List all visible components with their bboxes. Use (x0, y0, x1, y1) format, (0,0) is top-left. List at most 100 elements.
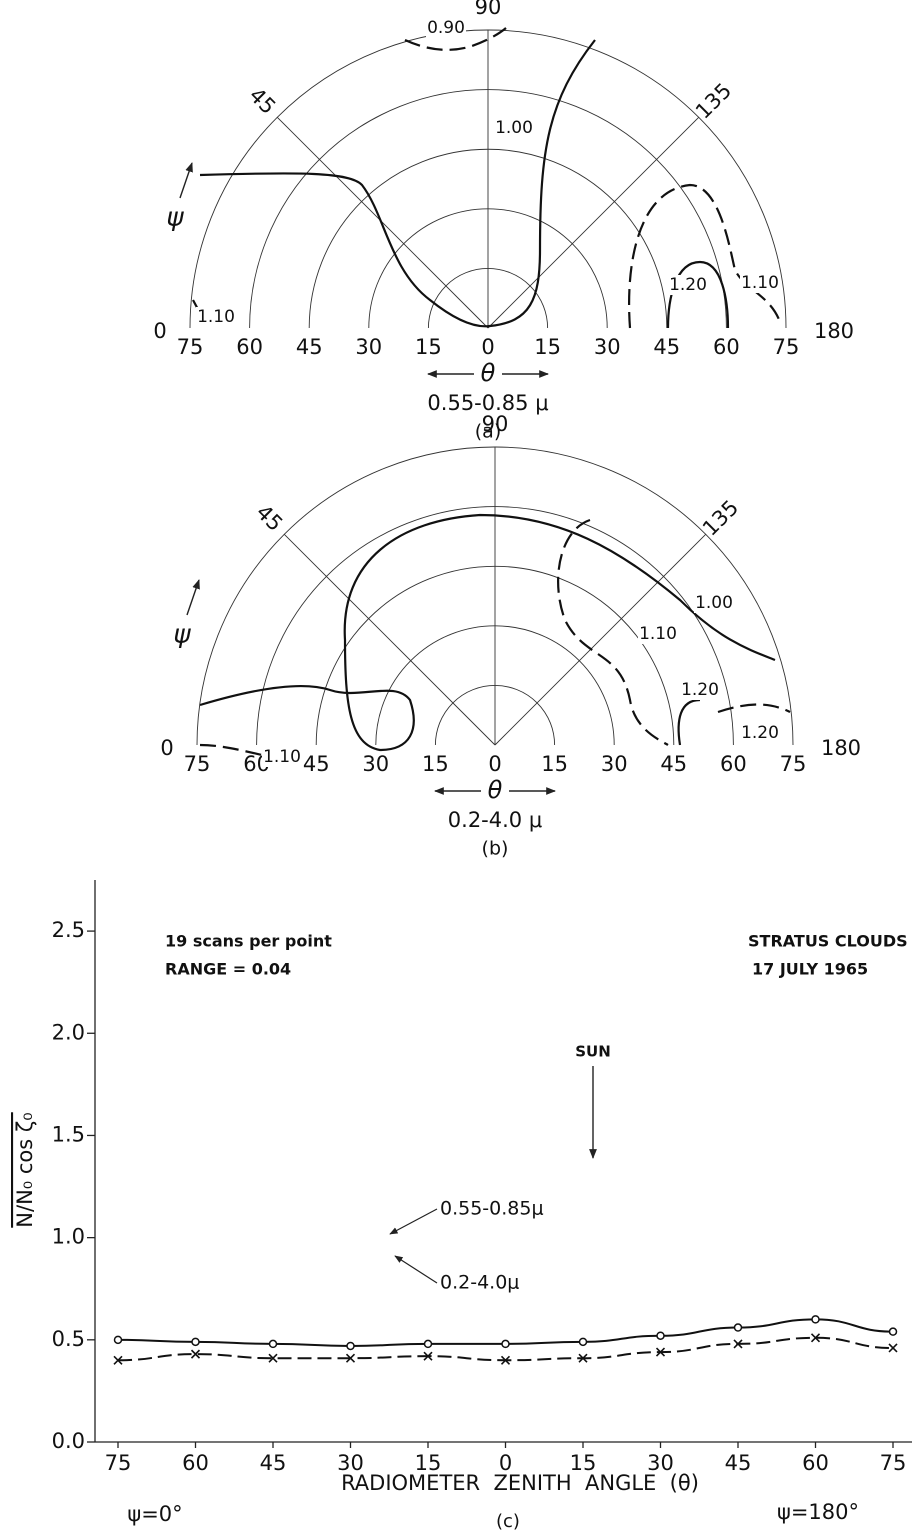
contour (677, 698, 701, 746)
x-tick-label: 45 (725, 1451, 752, 1475)
series-line (117, 1318, 894, 1347)
radial-spoke (283, 533, 496, 746)
marker (733, 1339, 743, 1349)
marker (733, 1323, 743, 1332)
panel-label: (a) (475, 421, 501, 443)
r-tick-label: 0 (481, 335, 494, 359)
angle-tick-label: 0 (153, 319, 166, 343)
marker (113, 1355, 123, 1365)
caption: 0.2-4.0 μ (448, 808, 542, 832)
leader (394, 1255, 438, 1284)
contour (404, 27, 507, 51)
r-tick-label: 45 (303, 752, 330, 776)
contour-label: 1.20 (681, 680, 719, 700)
annotation: 19 scans per point (165, 932, 332, 951)
r-tick-label: 15 (415, 335, 442, 359)
x-tick-label: 30 (337, 1451, 364, 1475)
marker (888, 1343, 898, 1353)
x-tick-label: 75 (105, 1451, 132, 1475)
r-tick-label: 60 (236, 335, 263, 359)
label-bg (262, 747, 302, 767)
marker (423, 1339, 433, 1349)
y-tick-label: 1.0 (52, 1225, 85, 1249)
x-tick-label: 0 (499, 1451, 512, 1475)
marker (190, 1349, 201, 1359)
radial-spoke (494, 533, 707, 746)
contour-label: 1.10 (639, 624, 677, 644)
r-tick-label: 30 (601, 752, 628, 776)
marker (268, 1353, 278, 1363)
contour (717, 703, 791, 714)
label-bg (494, 118, 534, 138)
contour (199, 743, 263, 757)
angle-tick-label: 90 (475, 0, 502, 19)
panel-label: (b) (482, 838, 509, 860)
radial-spoke (276, 116, 489, 329)
marker (191, 1337, 200, 1347)
marker (578, 1337, 588, 1347)
radial-spoke (487, 116, 700, 329)
r-tick-label: 60 (720, 752, 747, 776)
contour-label: 1.10 (197, 307, 235, 327)
y-tick-label: 1.5 (52, 1122, 85, 1146)
legend-label: 0.2-4.0μ (440, 1272, 519, 1294)
contour-label: 1.20 (669, 275, 707, 295)
contour (199, 513, 776, 752)
r-tick-label: 30 (362, 752, 389, 776)
marker (500, 1355, 511, 1365)
r-tick-label: 45 (653, 335, 680, 359)
r-tick-label: 45 (296, 335, 323, 359)
contour (199, 39, 596, 328)
marker (346, 1341, 355, 1351)
x-tick-label: 60 (802, 1451, 829, 1475)
r-tick-label: 75 (177, 335, 204, 359)
angle-tick-label: 0 (160, 736, 173, 760)
marker (423, 1351, 433, 1361)
y-axis-label: N/N₀ cos ζ₀ (13, 1112, 37, 1227)
r-tick-label: 45 (660, 752, 687, 776)
r-tick-label: 15 (541, 752, 568, 776)
contour-label: 1.00 (495, 118, 533, 138)
contour (628, 183, 782, 329)
angle-tick-label: 45 (251, 500, 287, 536)
x-axis-label: RADIOMETER ZENITH ANGLE (θ) (341, 1471, 699, 1495)
radius-label: θ (481, 359, 496, 387)
r-tick-label: 30 (594, 335, 621, 359)
caption: 0.55-0.85 μ (427, 391, 548, 415)
label-bg (740, 273, 780, 293)
marker (113, 1335, 123, 1345)
x-tick-label: 15 (415, 1451, 442, 1475)
angle-tick-label: 180 (814, 319, 854, 343)
label-bg (680, 680, 720, 700)
annotation: ψ=0° (127, 1502, 182, 1526)
radius-label: θ (488, 776, 503, 804)
label-bg (426, 18, 466, 38)
marker (888, 1327, 898, 1336)
r-tick-label: 75 (780, 752, 807, 776)
legend-label: 0.55-0.85μ (440, 1198, 544, 1220)
annotation: STRATUS CLOUDS (748, 932, 908, 951)
annotation: RANGE = 0.04 (165, 960, 291, 979)
x-tick-label: 30 (647, 1451, 674, 1475)
contour (666, 260, 730, 329)
angle-tick-label: 90 (482, 412, 509, 436)
r-tick-label: 15 (422, 752, 449, 776)
x-tick-label: 75 (880, 1451, 907, 1475)
marker (655, 1347, 666, 1357)
y-tick-label: 0.5 (52, 1327, 85, 1351)
r-tick-label: 60 (713, 335, 740, 359)
marker (345, 1353, 356, 1363)
x-tick-label: 60 (182, 1451, 209, 1475)
panel-label: (c) (496, 1511, 520, 1532)
label-bg (740, 723, 780, 743)
marker (501, 1339, 510, 1349)
annotation: ψ=180° (777, 1500, 859, 1524)
y-tick-label: 2.5 (52, 918, 85, 942)
annotation: SUN (575, 1043, 611, 1061)
angle-tick-label: 180 (821, 736, 861, 760)
contour-label: 1.10 (263, 747, 301, 767)
r-tick-label: 0 (488, 752, 501, 776)
contour-label: 1.20 (741, 723, 779, 743)
contour (557, 518, 669, 746)
